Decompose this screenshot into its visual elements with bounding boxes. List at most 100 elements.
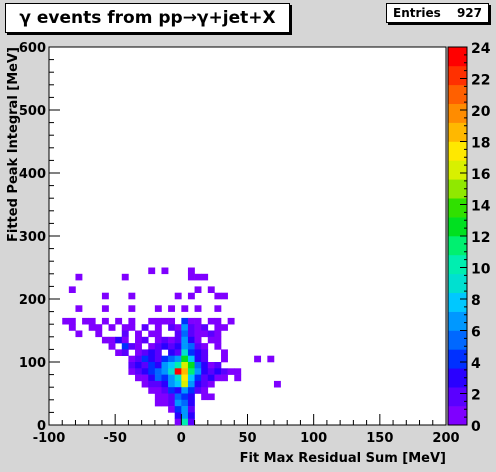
histogram-cell [154, 387, 162, 394]
histogram-cell [148, 374, 156, 382]
histogram-cell [207, 380, 215, 388]
histogram-cell [75, 305, 83, 312]
histogram-cell [181, 399, 189, 407]
histogram-cell [115, 317, 123, 325]
histogram-cell [187, 412, 195, 419]
histogram-cell [187, 387, 195, 394]
histogram-cell [194, 273, 202, 281]
histogram-cell [174, 399, 182, 407]
histogram-cell [154, 393, 162, 401]
histogram-cell [154, 305, 162, 312]
histogram-cell [207, 374, 215, 382]
palette-tick-label: 8 [471, 293, 481, 309]
histogram-cell [187, 418, 195, 426]
histogram-cell [161, 343, 169, 350]
histogram-cell [161, 362, 169, 369]
histogram-cell [201, 368, 209, 375]
histogram-cell [207, 393, 215, 401]
histogram-cell [168, 336, 176, 344]
histogram-cell [148, 317, 156, 325]
histogram-cell [194, 355, 202, 363]
histogram-cell [68, 286, 76, 293]
histogram-cell [221, 374, 228, 382]
histogram-cell [168, 406, 176, 413]
histogram-cell [194, 317, 202, 325]
histogram-cell [135, 336, 142, 344]
histogram-cell [174, 368, 182, 375]
histogram-cell [88, 317, 96, 325]
histogram-cell [174, 330, 182, 338]
histogram-cell [161, 380, 169, 388]
histogram-cell [135, 330, 142, 338]
histogram-cell [154, 324, 162, 331]
x-tick-label: 200 [432, 431, 459, 446]
histogram-cell [161, 399, 169, 407]
histogram-cell [148, 330, 156, 338]
histogram-cell [174, 412, 182, 419]
histogram-cell [181, 305, 189, 312]
histogram-cell [121, 273, 129, 281]
histogram-cell [181, 412, 189, 419]
histogram-cell [161, 317, 169, 325]
histogram-cell [75, 330, 83, 338]
histogram-cell [154, 374, 162, 382]
palette-tick-label: 0 [471, 419, 481, 435]
histogram-cell [214, 330, 222, 338]
histogram-cell [174, 406, 182, 413]
histogram-cell [187, 292, 195, 300]
histogram-cell [68, 324, 76, 331]
histogram-cell [95, 324, 103, 331]
x-tick-label: -100 [33, 431, 66, 446]
histogram-cell [214, 305, 222, 312]
x-tick-label: -50 [103, 431, 127, 446]
histogram-cell [141, 362, 149, 369]
x-tick-label: 50 [238, 431, 256, 446]
palette-tick-label: 22 [471, 73, 490, 89]
histogram-cell [174, 343, 182, 350]
histogram-cell [174, 387, 182, 394]
palette-swatch [448, 330, 467, 350]
histogram-cell [201, 349, 209, 356]
histogram-cell [187, 343, 195, 350]
histogram-cell [201, 387, 209, 394]
histogram-cell [154, 380, 162, 388]
histogram-cell [181, 418, 189, 426]
histogram-cell [121, 336, 129, 344]
histogram-cell [234, 368, 242, 375]
histogram-cell [187, 362, 195, 369]
histogram-cell [194, 387, 202, 394]
histogram-cell [214, 292, 222, 300]
histogram-cell [174, 393, 182, 401]
histogram-cell [187, 355, 195, 363]
histogram-cell [101, 336, 109, 344]
histogram-cell [154, 317, 162, 325]
histogram-cell [181, 330, 189, 338]
histogram-cell [154, 349, 162, 356]
histogram-cell [108, 336, 116, 344]
histogram-cell [214, 336, 222, 344]
histogram-cell [181, 387, 189, 394]
histogram-cell [161, 336, 169, 344]
histogram-cell [154, 368, 162, 375]
histogram-cell [187, 273, 195, 281]
histogram-cell [135, 349, 142, 356]
y-tick-label: 300 [19, 230, 46, 245]
histogram-cell [174, 380, 182, 388]
y-tick-label: 100 [19, 356, 46, 371]
histogram-cell [168, 368, 176, 375]
histogram-cell [194, 349, 202, 356]
palette-swatch [448, 349, 467, 369]
histogram-cell [234, 374, 242, 382]
histogram-cell [174, 355, 182, 363]
palette-swatch [448, 103, 467, 123]
histogram-cell [168, 349, 176, 356]
histogram-cell [168, 305, 176, 312]
histogram-cell [194, 374, 202, 382]
histogram-cell [128, 343, 136, 350]
histogram-cell [135, 343, 142, 350]
palette-tick-label: 14 [471, 199, 491, 215]
histogram-cell [161, 393, 169, 401]
